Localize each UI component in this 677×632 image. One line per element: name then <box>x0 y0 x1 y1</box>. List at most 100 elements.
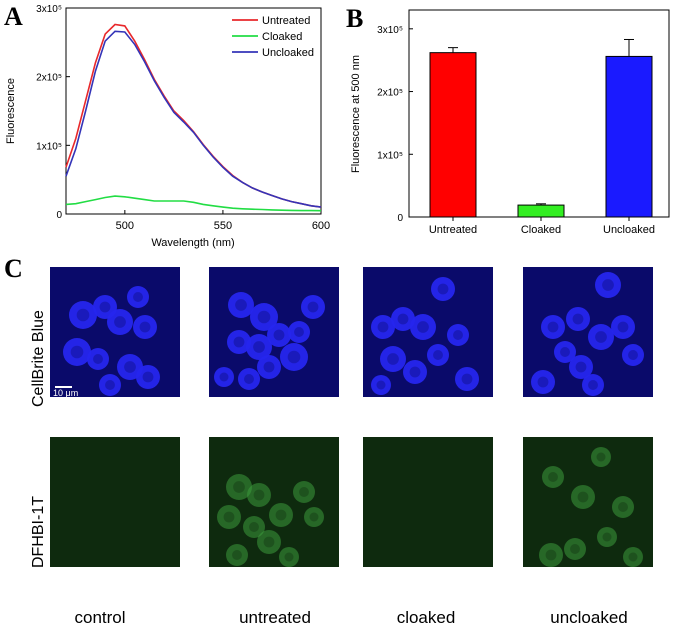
plot-frame <box>65 7 322 215</box>
cell-nucleus <box>133 292 143 302</box>
legend-label-uncloaked: Uncloaked <box>262 47 314 59</box>
cell-nucleus <box>537 376 549 388</box>
cell-nucleus <box>114 316 126 328</box>
cell <box>582 374 604 396</box>
bar-uncloaked <box>605 55 653 218</box>
series-line-uncloaked <box>65 30 322 208</box>
cell <box>226 544 248 566</box>
cell-nucleus <box>387 353 399 365</box>
cell <box>564 538 586 560</box>
cell <box>371 315 395 339</box>
y-tick-label: 3x10⁵ <box>36 4 62 15</box>
cell-nucleus <box>263 361 275 373</box>
x-tick-label: 600 <box>312 220 330 232</box>
x-axis-label: Wavelength (nm) <box>151 237 234 249</box>
panel-label-b: B <box>346 4 364 33</box>
micrograph <box>363 437 493 567</box>
cell-nucleus <box>284 552 294 562</box>
cell-nucleus <box>70 345 84 359</box>
cell <box>447 324 469 346</box>
y-tick-label: 2x10⁵ <box>377 88 403 99</box>
cell <box>267 323 291 347</box>
cell <box>531 370 555 394</box>
y-axis-label: Fluorescence at 500 nm <box>350 55 362 173</box>
cell-nucleus <box>307 301 319 313</box>
cell <box>214 367 234 387</box>
cell-nucleus <box>575 361 587 373</box>
column-label-uncloaked: uncloaked <box>550 608 628 627</box>
cell <box>227 330 251 354</box>
cell <box>554 341 576 363</box>
cell <box>597 527 617 547</box>
cell <box>403 360 427 384</box>
cellbrite-blue-image-cloaked <box>363 267 493 397</box>
cell-nucleus <box>99 301 111 313</box>
cell-nucleus <box>453 330 463 340</box>
row-label-cellbrite: CellBrite Blue <box>30 310 47 407</box>
cell-nucleus <box>602 532 612 542</box>
cell-nucleus <box>244 374 254 384</box>
cell <box>87 348 109 370</box>
cell-nucleus <box>596 452 606 462</box>
legend-label-untreated: Untreated <box>262 15 310 27</box>
y-tick-label: 0 <box>56 210 62 221</box>
micrograph <box>209 437 339 567</box>
cell-nucleus <box>628 552 638 562</box>
panel-label-a: A <box>4 2 23 31</box>
cell-nucleus <box>618 502 628 512</box>
category-label-untreated: Untreated <box>429 224 477 236</box>
cell <box>595 272 621 298</box>
cell <box>611 315 635 339</box>
cell-nucleus <box>595 331 607 343</box>
cell <box>623 547 643 567</box>
cell-nucleus <box>253 489 265 501</box>
series-line-cloaked <box>65 195 322 212</box>
cell <box>410 314 436 340</box>
cell <box>269 503 293 527</box>
micrograph <box>209 267 339 397</box>
cell <box>380 346 406 372</box>
cell-nucleus <box>253 341 265 353</box>
dfhbi-1t-image-cloaked <box>363 437 493 567</box>
cell-nucleus <box>233 336 245 348</box>
cell <box>257 530 281 554</box>
column-label-control: control <box>74 608 126 627</box>
cell-nucleus <box>249 522 259 532</box>
bar-cloaked <box>517 204 565 218</box>
y-tick-label: 0 <box>397 213 403 224</box>
dfhbi-1t-image-control <box>50 437 180 567</box>
cell <box>133 315 157 339</box>
cell-nucleus <box>263 536 275 548</box>
dfhbi-1t-image-uncloaked <box>523 437 653 567</box>
cell-nucleus <box>548 472 558 482</box>
cell-nucleus <box>437 283 449 295</box>
cellbrite-blue-image-control: 10 μm <box>50 267 180 397</box>
image-background <box>363 437 493 567</box>
bar-untreated <box>429 52 477 218</box>
cell-nucleus <box>309 512 319 522</box>
panel-label-c: C <box>4 254 23 283</box>
cell-nucleus <box>105 380 115 390</box>
column-label-cloaked: cloaked <box>396 608 456 627</box>
cell-nucleus <box>628 350 638 360</box>
cell <box>566 307 590 331</box>
y-tick-label: 1x10⁵ <box>36 141 62 152</box>
cell <box>293 481 315 503</box>
cell-nucleus <box>377 321 389 333</box>
cell <box>63 338 91 366</box>
cell <box>371 375 391 395</box>
cell <box>228 292 254 318</box>
cell <box>280 343 308 371</box>
y-tick-label: 3x10⁵ <box>377 25 403 36</box>
cell <box>622 344 644 366</box>
y-axis-label: Fluorescence <box>5 78 17 144</box>
micrograph <box>523 267 653 397</box>
cell-nucleus <box>93 354 103 364</box>
category-label-uncloaked: Uncloaked <box>603 224 655 236</box>
cell-nucleus <box>572 313 584 325</box>
cell-nucleus <box>287 350 301 364</box>
y-tick-label: 2x10⁵ <box>36 73 62 84</box>
micrograph <box>523 437 653 567</box>
cell-nucleus <box>545 549 557 561</box>
cell <box>217 505 241 529</box>
